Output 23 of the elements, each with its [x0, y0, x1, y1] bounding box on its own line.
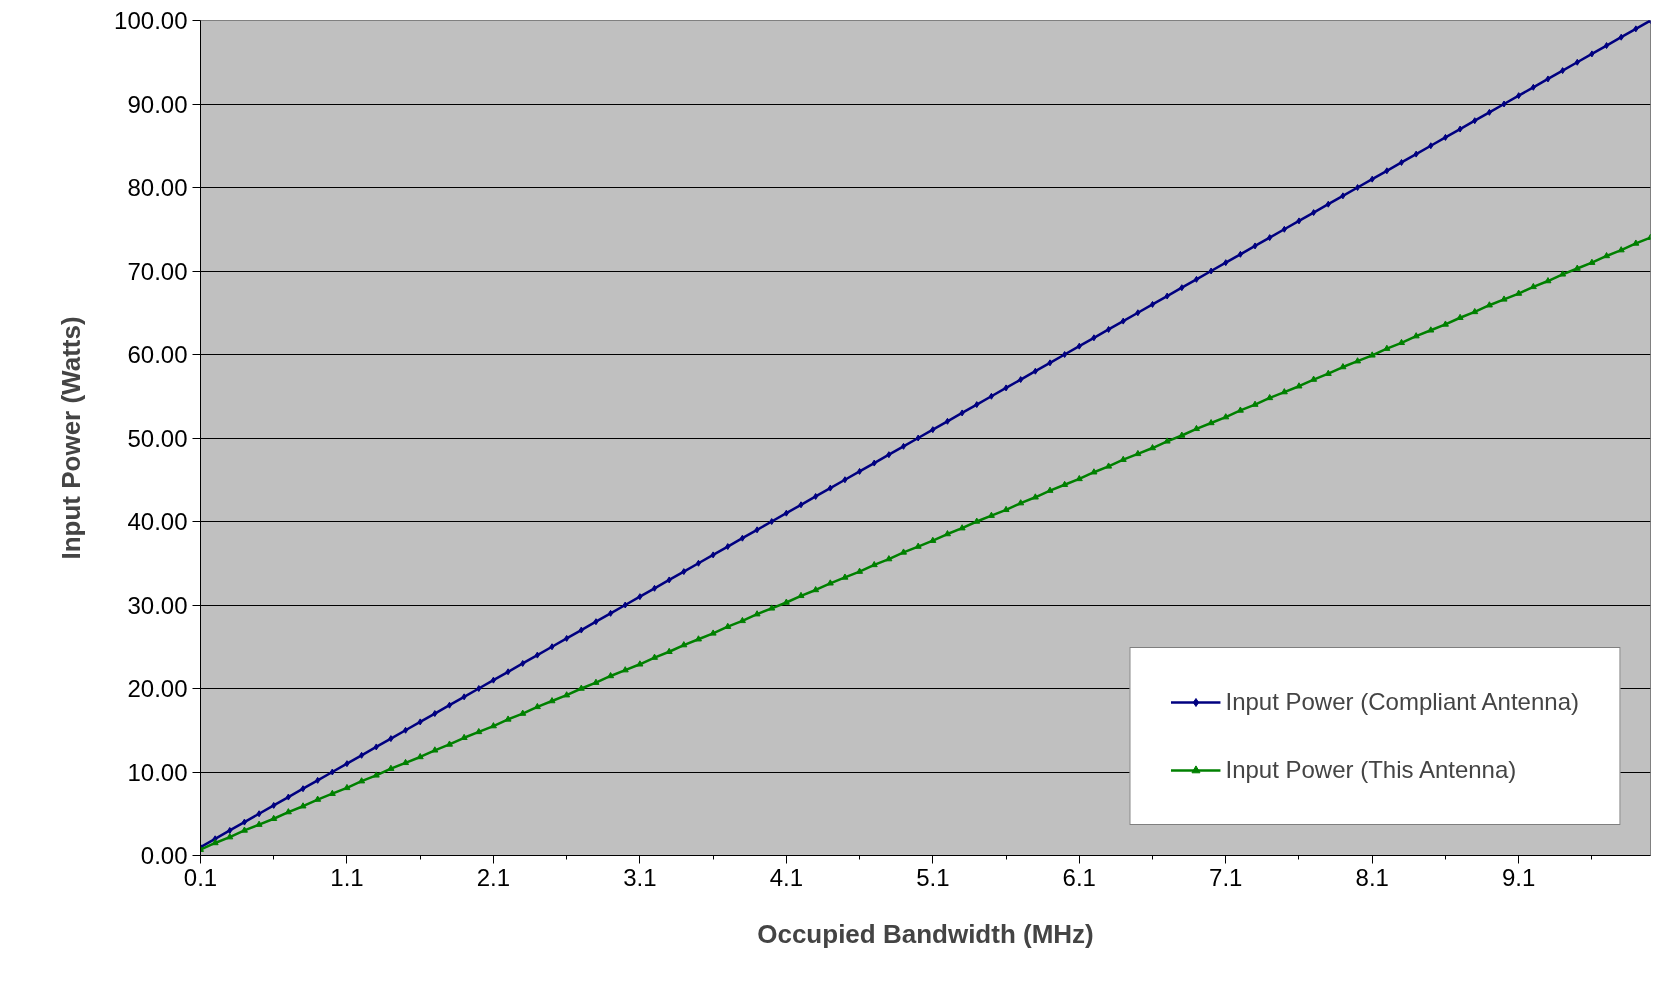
legend-label: Input Power (This Antenna): [1225, 756, 1517, 784]
x-tick-label: 2.1: [476, 863, 511, 891]
x-axis-title: Occupied Bandwidth (MHz): [757, 918, 1094, 949]
y-tick-label: 10.00: [127, 758, 188, 786]
y-tick-label: 70.00: [127, 257, 188, 285]
y-axis-title: Input Power (Watts): [56, 316, 87, 560]
x-tick-label: 9.1: [1502, 863, 1536, 891]
y-tick-label: 50.00: [127, 424, 188, 452]
y-tick-label: 20.00: [127, 675, 188, 702]
y-tick-label: 60.00: [127, 341, 188, 368]
y-tick-label: 90.00: [127, 90, 188, 118]
x-tick-label: 3.1: [623, 863, 657, 891]
x-tick-label: 4.1: [769, 863, 804, 891]
y-tick-label: 30.00: [127, 591, 188, 619]
y-tick-label: 80.00: [127, 174, 188, 201]
y-tick-label: 40.00: [127, 508, 188, 535]
y-tick-label: 100.00: [114, 7, 188, 34]
x-tick-label: 8.1: [1355, 863, 1389, 891]
legend-label: Input Power (Compliant Antenna): [1225, 688, 1579, 716]
x-tick-label: 1.1: [330, 863, 364, 891]
x-tick-label: 6.1: [1062, 863, 1096, 891]
x-tick-label: 5.1: [916, 863, 950, 891]
x-tick-label: 7.1: [1209, 863, 1243, 891]
